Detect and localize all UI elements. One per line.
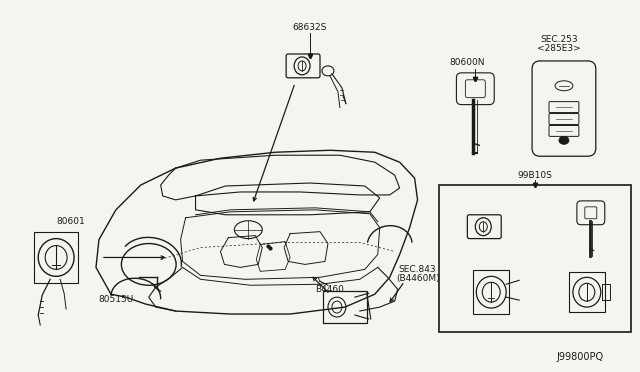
Ellipse shape: [559, 137, 569, 144]
Text: SEC.253: SEC.253: [540, 35, 578, 44]
Bar: [569, 272, 605, 312]
Bar: [323, 291, 367, 323]
Bar: [474, 270, 509, 314]
Text: 80600N: 80600N: [450, 58, 485, 67]
Text: 80601: 80601: [57, 217, 86, 226]
Text: <285E3>: <285E3>: [537, 44, 581, 52]
Text: 99B10S: 99B10S: [518, 171, 552, 180]
Bar: [35, 232, 78, 283]
Bar: [602, 284, 610, 300]
Text: 80515U: 80515U: [99, 295, 134, 304]
Text: J99800PQ: J99800PQ: [557, 352, 604, 362]
Text: (B4460M): (B4460M): [396, 274, 440, 283]
Text: B4460: B4460: [316, 285, 344, 294]
Text: 68632S: 68632S: [293, 23, 327, 32]
Bar: [440, 185, 630, 332]
Text: SEC.843: SEC.843: [399, 265, 436, 274]
